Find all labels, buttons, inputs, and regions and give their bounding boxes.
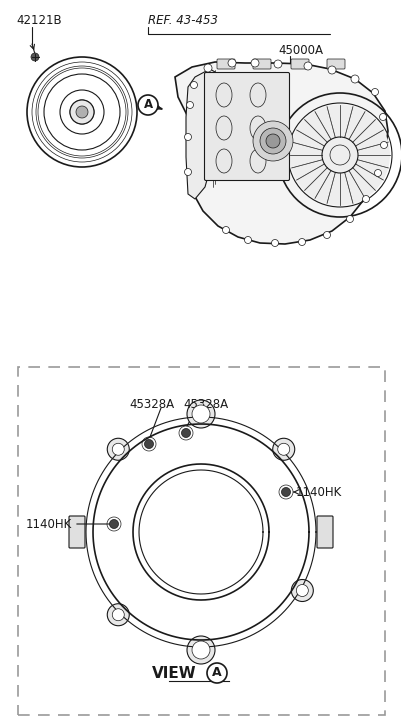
Text: 42121B: 42121B [16, 15, 62, 28]
Circle shape [291, 579, 313, 601]
FancyBboxPatch shape [205, 73, 290, 180]
Circle shape [138, 95, 158, 115]
Circle shape [304, 62, 312, 70]
Circle shape [112, 608, 124, 621]
Circle shape [282, 488, 290, 497]
Circle shape [351, 75, 359, 83]
Circle shape [274, 60, 282, 68]
Circle shape [207, 663, 227, 683]
Text: 1140HK: 1140HK [296, 486, 342, 499]
Circle shape [371, 89, 379, 95]
Circle shape [192, 405, 210, 423]
Text: 45000A: 45000A [278, 44, 323, 57]
Circle shape [346, 215, 354, 222]
Text: 45328A: 45328A [129, 398, 174, 411]
Circle shape [223, 227, 229, 233]
FancyBboxPatch shape [291, 59, 309, 69]
FancyBboxPatch shape [253, 59, 271, 69]
Circle shape [107, 603, 129, 626]
Circle shape [381, 142, 387, 148]
Circle shape [298, 238, 306, 246]
Text: 1140HK: 1140HK [26, 518, 72, 531]
Circle shape [278, 443, 290, 455]
Circle shape [251, 59, 259, 67]
Circle shape [228, 59, 236, 67]
Circle shape [187, 400, 215, 428]
Circle shape [266, 134, 280, 148]
Circle shape [182, 428, 190, 438]
Circle shape [184, 134, 192, 140]
Circle shape [109, 520, 119, 529]
Circle shape [245, 236, 251, 244]
Circle shape [186, 102, 194, 108]
FancyBboxPatch shape [217, 59, 235, 69]
Circle shape [271, 239, 279, 246]
Circle shape [112, 443, 124, 455]
Circle shape [31, 53, 39, 61]
Circle shape [324, 231, 330, 238]
Circle shape [363, 196, 369, 203]
Circle shape [70, 100, 94, 124]
Circle shape [204, 64, 212, 72]
FancyBboxPatch shape [327, 59, 345, 69]
Text: A: A [212, 667, 222, 680]
Bar [18, 367, 385, 715]
Circle shape [192, 641, 210, 659]
Circle shape [375, 169, 381, 177]
Circle shape [76, 106, 88, 118]
Polygon shape [175, 62, 388, 244]
Circle shape [144, 440, 154, 449]
Circle shape [190, 81, 198, 89]
Circle shape [187, 636, 215, 664]
Circle shape [260, 128, 286, 154]
Circle shape [290, 105, 390, 205]
Circle shape [253, 121, 293, 161]
Circle shape [328, 66, 336, 74]
Circle shape [296, 585, 308, 596]
FancyBboxPatch shape [69, 516, 85, 548]
FancyBboxPatch shape [317, 516, 333, 548]
Text: VIEW: VIEW [152, 665, 197, 680]
Text: REF. 43-453: REF. 43-453 [148, 15, 218, 28]
Text: A: A [144, 98, 152, 111]
Circle shape [89, 420, 313, 644]
Circle shape [184, 169, 192, 175]
Polygon shape [186, 69, 215, 199]
Text: 45328A: 45328A [183, 398, 228, 411]
Circle shape [379, 113, 387, 121]
Circle shape [273, 438, 295, 460]
Circle shape [107, 438, 129, 460]
